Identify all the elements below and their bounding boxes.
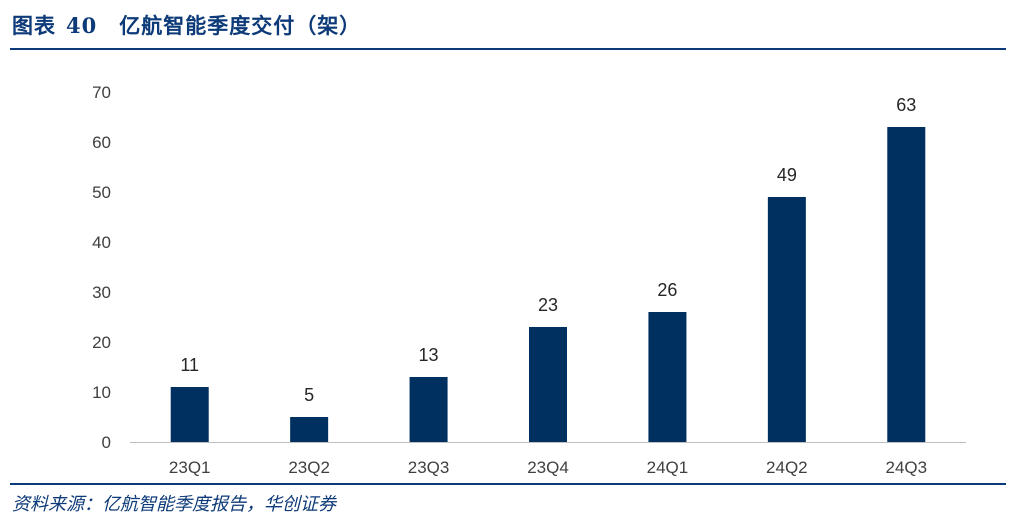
y-tick-label: 60 bbox=[92, 133, 111, 152]
data-label-24Q1: 26 bbox=[657, 280, 677, 300]
x-tick-label-23Q3: 23Q3 bbox=[408, 458, 450, 477]
x-axis-labels: 23Q1 23Q2 23Q3 23Q4 24Q1 24Q2 24Q3 bbox=[169, 458, 927, 477]
data-label-24Q3: 63 bbox=[896, 95, 916, 115]
data-label-23Q4: 23 bbox=[538, 295, 558, 315]
data-label-24Q2: 49 bbox=[777, 165, 797, 185]
bar-23Q2 bbox=[290, 417, 329, 442]
y-tick-label: 20 bbox=[92, 333, 111, 352]
x-tick-label-24Q1: 24Q1 bbox=[647, 458, 689, 477]
bar-24Q2 bbox=[767, 197, 806, 442]
y-tick-label: 50 bbox=[92, 183, 111, 202]
x-tick-label-23Q1: 23Q1 bbox=[169, 458, 211, 477]
x-tick-label-23Q4: 23Q4 bbox=[527, 458, 569, 477]
figure-label: 图表 bbox=[12, 13, 56, 38]
data-label-23Q3: 13 bbox=[419, 345, 439, 365]
x-tick-label-24Q3: 24Q3 bbox=[885, 458, 927, 477]
y-tick-label: 10 bbox=[92, 383, 111, 402]
figure-title-text: 亿航智能季度交付（架） bbox=[119, 13, 362, 38]
data-label-23Q2: 5 bbox=[304, 385, 314, 405]
bar-23Q4 bbox=[529, 327, 567, 442]
bar-23Q1 bbox=[170, 387, 209, 442]
bar-24Q1 bbox=[648, 312, 687, 442]
bar-23Q3 bbox=[409, 377, 448, 442]
y-tick-label: 0 bbox=[102, 433, 111, 452]
data-label-23Q1: 11 bbox=[180, 355, 199, 375]
bars bbox=[170, 127, 926, 442]
header-divider bbox=[10, 48, 1006, 50]
figure-number: 40 bbox=[66, 13, 98, 38]
data-labels: 11 5 13 23 26 49 63 bbox=[180, 95, 916, 405]
footer-divider bbox=[10, 483, 1006, 485]
y-tick-label: 40 bbox=[92, 233, 111, 252]
bar-24Q3 bbox=[887, 127, 926, 442]
y-tick-label: 70 bbox=[92, 83, 111, 102]
source-note: 资料来源：亿航智能季度报告，华创证券 bbox=[12, 494, 336, 515]
y-axis-ticks: 0 10 20 30 40 50 60 70 bbox=[92, 83, 111, 452]
y-tick-label: 30 bbox=[92, 283, 111, 302]
figure-title: 图表 40 亿航智能季度交付（架） bbox=[12, 10, 361, 40]
x-tick-label-23Q2: 23Q2 bbox=[288, 458, 330, 477]
x-tick-label-24Q2: 24Q2 bbox=[766, 458, 808, 477]
